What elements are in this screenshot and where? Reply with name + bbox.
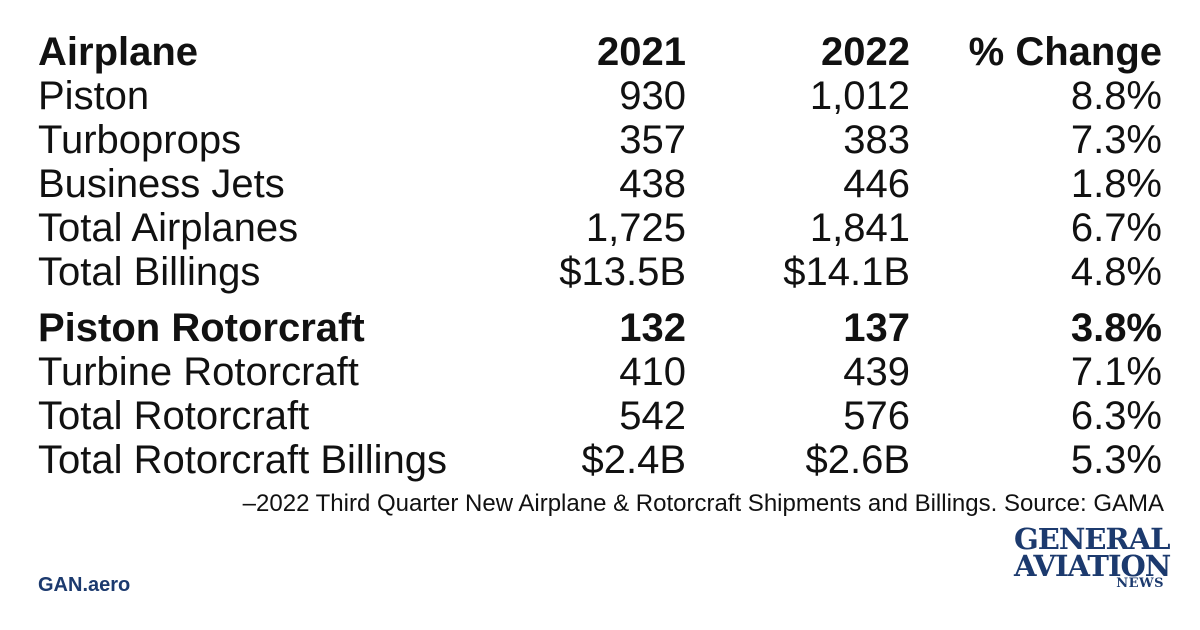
value-cell: 542 xyxy=(619,394,686,438)
site-link[interactable]: GAN.aero xyxy=(38,574,131,596)
logo-line: AVIATION xyxy=(1014,549,1171,583)
value-cell: 383 xyxy=(843,118,910,162)
value-cell: 5.3% xyxy=(1070,438,1162,482)
table-row: Total Rotorcraft Billings $2.4B $2.6B 5.3% xyxy=(38,438,1162,482)
value-cell: $14.1B xyxy=(783,250,910,294)
value-cell: $13.5B xyxy=(559,250,686,294)
value-cell: $2.6B xyxy=(805,438,910,482)
value-cell: 8.8% xyxy=(1070,74,1162,118)
row-label: Piston Rotorcraft xyxy=(38,306,365,350)
table-row: Total Airplanes 1,725 1,841 6.7% xyxy=(38,206,1162,250)
header-cell: Airplane xyxy=(38,30,199,74)
value-cell: $2.4B xyxy=(581,438,686,482)
table-row: Total Billings $13.5B $14.1B 4.8% xyxy=(38,250,1162,294)
row-label: Business Jets xyxy=(38,162,285,206)
value-cell: 3.8% xyxy=(1070,306,1162,350)
header-cell: 2022 xyxy=(821,30,910,74)
gan-logo: GENERAL AVIATION NEWS xyxy=(1014,522,1171,596)
stats-table: Airplane 2021 2022 % Change Piston 930 1,0… xyxy=(38,30,1162,482)
row-label: Turbine Rotorcraft xyxy=(38,350,359,394)
value-cell: 410 xyxy=(619,350,686,394)
table-row: Business Jets 438 446 1.8% xyxy=(38,162,1162,206)
header-cell: % Change xyxy=(968,30,1162,74)
value-cell: 6.3% xyxy=(1070,394,1162,438)
value-cell: 446 xyxy=(843,162,910,206)
row-label: Total Airplanes xyxy=(38,206,299,250)
source-note: –2022 Third Quarter New Airplane & Rotor… xyxy=(242,490,1164,517)
value-cell: 4.8% xyxy=(1070,250,1162,294)
table-row: Piston Rotorcraft 132 137 3.8% xyxy=(38,306,1162,350)
header-cell: 2021 xyxy=(597,30,686,74)
table-row: Piston 930 1,012 8.8% xyxy=(38,74,1162,118)
row-label: Piston xyxy=(38,74,150,118)
value-cell: 137 xyxy=(843,306,910,350)
logo-line: GENERAL xyxy=(1014,522,1170,556)
value-cell: 6.7% xyxy=(1070,206,1162,250)
value-cell: 7.1% xyxy=(1070,350,1162,394)
value-cell: 576 xyxy=(843,394,910,438)
value-cell: 357 xyxy=(619,118,686,162)
value-cell: 930 xyxy=(619,74,686,118)
row-label: Turboprops xyxy=(38,118,242,162)
table-row: Turbine Rotorcraft 410 439 7.1% xyxy=(38,350,1162,394)
value-cell: 438 xyxy=(619,162,686,206)
value-cell: 1,841 xyxy=(809,206,910,250)
table-header-row: Airplane 2021 2022 % Change xyxy=(38,30,1162,74)
value-cell: 1,725 xyxy=(585,206,686,250)
table-row: Total Rotorcraft 542 576 6.3% xyxy=(38,394,1162,438)
value-cell: 1,012 xyxy=(809,74,910,118)
row-label: Total Rotorcraft Billings xyxy=(38,438,448,482)
table-row: Turboprops 357 383 7.3% xyxy=(38,118,1162,162)
row-label: Total Rotorcraft xyxy=(38,394,310,438)
value-cell: 1.8% xyxy=(1070,162,1162,206)
row-label: Total Billings xyxy=(38,250,261,294)
value-cell: 7.3% xyxy=(1070,118,1162,162)
logo-line: NEWS xyxy=(1116,576,1164,591)
value-cell: 439 xyxy=(843,350,910,394)
value-cell: 132 xyxy=(619,306,686,350)
